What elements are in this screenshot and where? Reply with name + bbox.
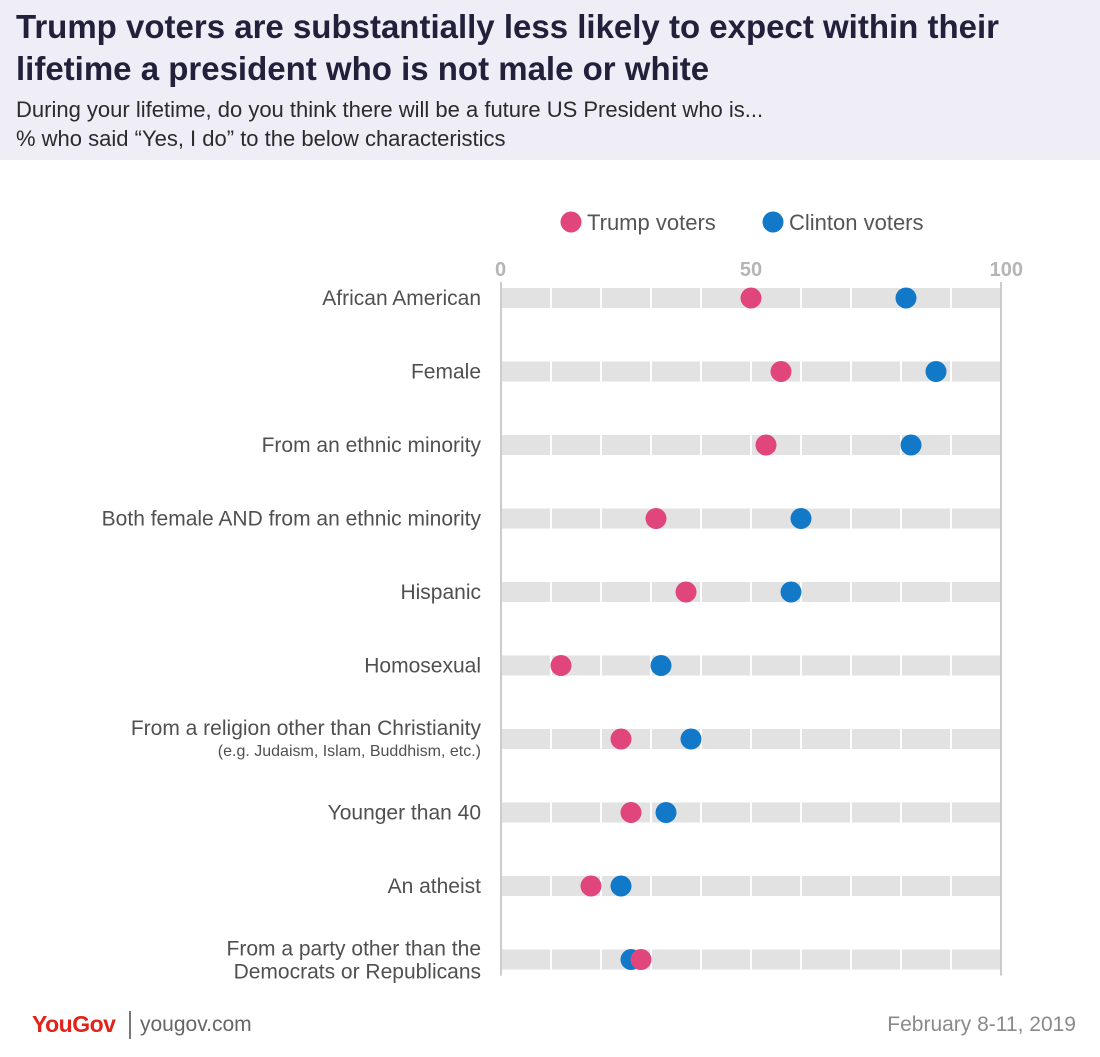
row-label-7: Younger than 40 [328,802,481,825]
survey-date: February 8-11, 2019 [887,1013,1076,1036]
dot-trump-9 [630,949,652,970]
chart-title-line-1: Trump voters are substantially less like… [16,8,999,45]
dot-trump-7 [620,802,642,823]
chart-subtitle-line-2: % who said “Yes, I do” to the below char… [16,126,506,151]
dot-trump-8 [580,875,602,897]
dot-trump-4 [675,581,697,603]
x-tick-label-0: 0 [495,259,506,281]
chart-title: Trump voters are substantially less like… [16,6,1086,90]
dot-clinton-4 [780,581,802,603]
row-label-8: An atheist [388,875,482,898]
legend: Trump voters Clinton voters [560,210,924,235]
dot-trump-3 [645,508,667,529]
dot-clinton-2 [900,434,922,456]
dot-clinton-1 [925,361,947,382]
header-banner: Trump voters are substantially less like… [0,0,1100,160]
dot-clinton-0 [895,287,917,309]
dot-clinton-5 [650,655,672,676]
dot-clinton-8 [610,875,632,897]
dot-trump-2 [755,434,777,456]
chart-subtitle-line-1: During your lifetime, do you think there… [16,97,764,122]
chart-title-line-2: lifetime a president who is not male or … [16,50,710,87]
dot-trump-6 [610,728,632,750]
row-label-3: Both female AND from an ethnic minority [102,508,482,531]
footer-site-link[interactable]: yougov.com [140,1013,252,1036]
row-label-9: From a party other than the [227,938,481,961]
dot-trump-0 [740,287,762,309]
data-points [550,287,947,970]
row-sublabel-6: (e.g. Judaism, Islam, Buddhism, etc.) [218,743,481,760]
legend-marker-0 [560,211,582,233]
legend-marker-1 [762,211,784,233]
dot-clinton-7 [655,802,677,823]
gridlines [500,282,1002,976]
footer-separator [129,1011,131,1039]
dot-trump-5 [550,655,572,676]
x-axis-ticks: 0 50 100 [495,259,1023,281]
row-label-6: From a religion other than Christianity [131,717,482,740]
dot-clinton-6 [680,728,702,750]
dot-plot-chart: Trump voters Clinton voters 0 50 100 Africa… [102,210,1023,984]
legend-label-1: Clinton voters [789,210,924,235]
row-label-0: African American [322,287,481,310]
dot-trump-1 [770,361,792,382]
x-tick-label-2: 100 [990,259,1023,281]
legend-label-0: Trump voters [587,210,716,235]
row-label-5: Homosexual [364,655,481,678]
row-label-2: From an ethnic minority [262,434,482,457]
row-label-4: Hispanic [400,581,481,604]
chart-subtitle: During your lifetime, do you think there… [16,95,1086,153]
yougov-logo: YouGov [32,1011,116,1037]
row-sublabel-9: Democrats or Republicans [234,961,481,984]
dot-clinton-3 [790,508,812,529]
x-tick-label-1: 50 [740,259,762,281]
row-label-1: Female [411,361,481,384]
